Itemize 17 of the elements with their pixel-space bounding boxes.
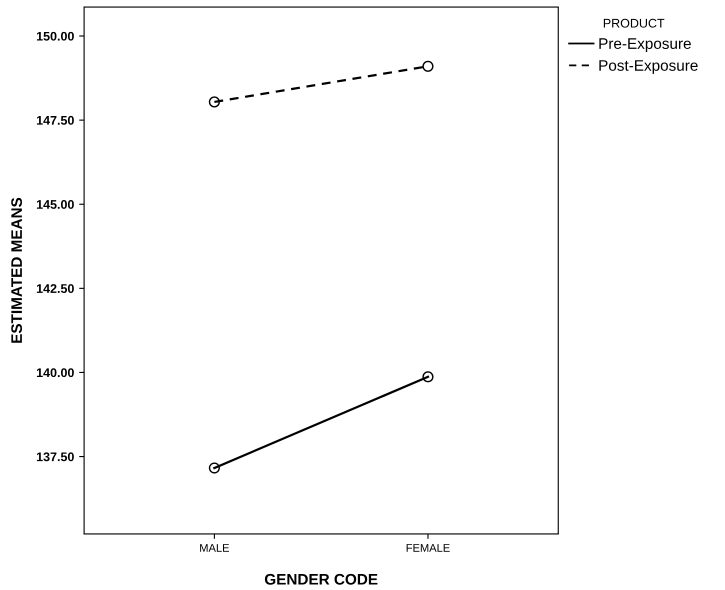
y-axis-title: ESTIMATED MEANS — [11, 198, 22, 343]
point — [422, 60, 434, 72]
x-tick-label: MALE — [200, 544, 230, 552]
y-tick-label: 150.00 — [36, 32, 74, 41]
y-tick-label: 140.00 — [36, 368, 74, 378]
point — [422, 371, 434, 382]
y-tick-label: 142.50 — [36, 284, 74, 293]
legend-label: Pre-Exposure — [599, 38, 691, 52]
x-axis-title: GENDER CODE — [264, 574, 378, 585]
legend-title: PRODUCT — [604, 18, 664, 28]
point — [208, 96, 220, 108]
point — [208, 462, 220, 474]
y-tick-label: 147.50 — [36, 116, 74, 125]
x-tick-label: FEMALE — [406, 544, 450, 552]
y-tick-label: 137.50 — [36, 452, 74, 462]
y-tick-label: 145.00 — [36, 200, 74, 209]
legend-label: Post-Exposure — [599, 60, 698, 74]
